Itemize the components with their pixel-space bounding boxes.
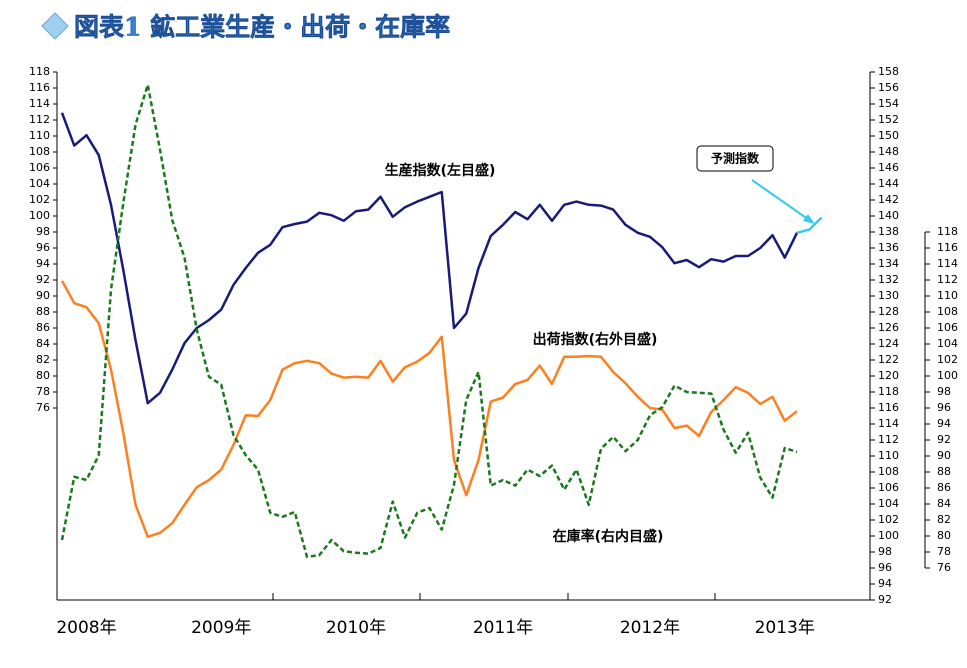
y2-tick-label: 108: [878, 465, 899, 478]
x-tick-label: 2010年: [326, 618, 386, 638]
y2-tick-label: 116: [878, 401, 899, 414]
y2-tick-label: 114: [878, 417, 899, 430]
y2-tick-label: 98: [878, 545, 892, 558]
y-tick-label: 108: [29, 145, 50, 158]
series-label: 生産指数(左目盛): [385, 162, 496, 179]
y-tick-label: 94: [36, 257, 50, 270]
series-line: [60, 280, 798, 539]
y2-tick-label: 122: [878, 353, 899, 366]
y3-tick-label: 92: [937, 433, 951, 446]
y-tick-label: 90: [36, 289, 50, 302]
y2-tick-label: 94: [878, 577, 892, 590]
y2-tick-label: 148: [878, 145, 899, 158]
y3-tick-label: 82: [937, 513, 951, 526]
series-label: 予測指数: [711, 151, 760, 166]
y-tick-label: 104: [29, 177, 50, 190]
y3-tick-label: 112: [937, 273, 958, 286]
y-tick-label: 96: [36, 241, 50, 254]
y2-tick-label: 102: [878, 513, 899, 526]
y3-tick-label: 106: [937, 321, 958, 334]
y2-tick-label: 100: [878, 529, 899, 542]
forecast-arrow: [751, 179, 813, 223]
y3-tick-label: 116: [937, 241, 958, 254]
y2-tick-label: 124: [878, 337, 899, 350]
y2-tick-label: 118: [878, 385, 899, 398]
y-tick-label: 84: [36, 337, 50, 350]
y3-tick-label: 94: [937, 417, 951, 430]
y-tick-label: 116: [29, 81, 50, 94]
forecast-arrowhead: [803, 214, 815, 224]
y2-tick-label: 150: [878, 129, 899, 142]
y3-tick-label: 102: [937, 353, 958, 366]
y2-tick-label: 136: [878, 241, 899, 254]
y-tick-label: 92: [36, 273, 50, 286]
y2-tick-label: 92: [878, 593, 892, 606]
y3-tick-label: 108: [937, 305, 958, 318]
y2-tick-label: 110: [878, 449, 899, 462]
forecast-label-box: [696, 145, 774, 172]
x-tick-label: 2012年: [620, 618, 680, 638]
y2-tick-label: 140: [878, 209, 899, 222]
y3-tick-label: 86: [937, 481, 951, 494]
y3-tick-label: 96: [937, 401, 951, 414]
y2-tick-label: 144: [878, 177, 899, 190]
y-tick-label: 82: [36, 353, 50, 366]
x-tick-label: 2013年: [755, 618, 815, 638]
y3-tick-label: 78: [937, 545, 951, 558]
y2-tick-label: 152: [878, 113, 899, 126]
x-tick-label: 2009年: [191, 618, 251, 638]
series-line: [60, 83, 798, 559]
y-tick-label: 102: [29, 193, 50, 206]
series-label: 在庫率(右内目盛): [553, 528, 664, 545]
y-tick-label: 114: [29, 97, 50, 110]
y2-tick-label: 130: [878, 289, 899, 302]
title-icon: [41, 12, 69, 40]
y2-tick-label: 146: [878, 161, 899, 174]
y3-tick-label: 118: [937, 225, 958, 238]
y3-tick-label: 88: [937, 465, 951, 478]
x-tick-label: 2011年: [473, 618, 533, 638]
series-line: [796, 216, 823, 235]
series-label: 出荷指数(右外目盛): [533, 331, 658, 348]
y3-tick-label: 80: [937, 529, 951, 542]
y2-tick-label: 138: [878, 225, 899, 238]
y2-tick-label: 104: [878, 497, 899, 510]
y2-tick-label: 106: [878, 481, 899, 494]
y2-tick-label: 132: [878, 273, 899, 286]
y2-tick-label: 156: [878, 81, 899, 94]
y3-tick-label: 90: [937, 449, 951, 462]
y-tick-label: 106: [29, 161, 50, 174]
y-tick-label: 98: [36, 225, 50, 238]
y3-tick-label: 84: [937, 497, 951, 510]
y-tick-label: 78: [36, 385, 50, 398]
chart-title: 図表1 鉱工業生産・出荷・在庫率: [74, 13, 450, 42]
y2-tick-label: 154: [878, 97, 899, 110]
series-line: [60, 112, 799, 405]
y2-tick-label: 134: [878, 257, 899, 270]
y2-tick-label: 142: [878, 193, 899, 206]
y2-tick-label: 112: [878, 433, 899, 446]
y2-tick-label: 126: [878, 321, 899, 334]
y-tick-label: 118: [29, 65, 50, 78]
y-tick-label: 76: [36, 401, 50, 414]
y3-tick-label: 98: [937, 385, 951, 398]
y-tick-label: 88: [36, 305, 50, 318]
y3-tick-label: 114: [937, 257, 958, 270]
y3-tick-label: 110: [937, 289, 958, 302]
y3-tick-label: 100: [937, 369, 958, 382]
y-tick-label: 112: [29, 113, 50, 126]
y2-tick-label: 128: [878, 305, 899, 318]
y3-tick-label: 76: [937, 561, 951, 574]
y-tick-label: 80: [36, 369, 50, 382]
x-tick-label: 2008年: [56, 618, 116, 638]
y2-tick-label: 158: [878, 65, 899, 78]
y-tick-label: 110: [29, 129, 50, 142]
y3-tick-label: 104: [937, 337, 958, 350]
y-tick-label: 100: [29, 209, 50, 222]
y2-tick-label: 96: [878, 561, 892, 574]
y2-tick-label: 120: [878, 369, 899, 382]
axes: [56, 72, 871, 601]
y-tick-label: 86: [36, 321, 50, 334]
